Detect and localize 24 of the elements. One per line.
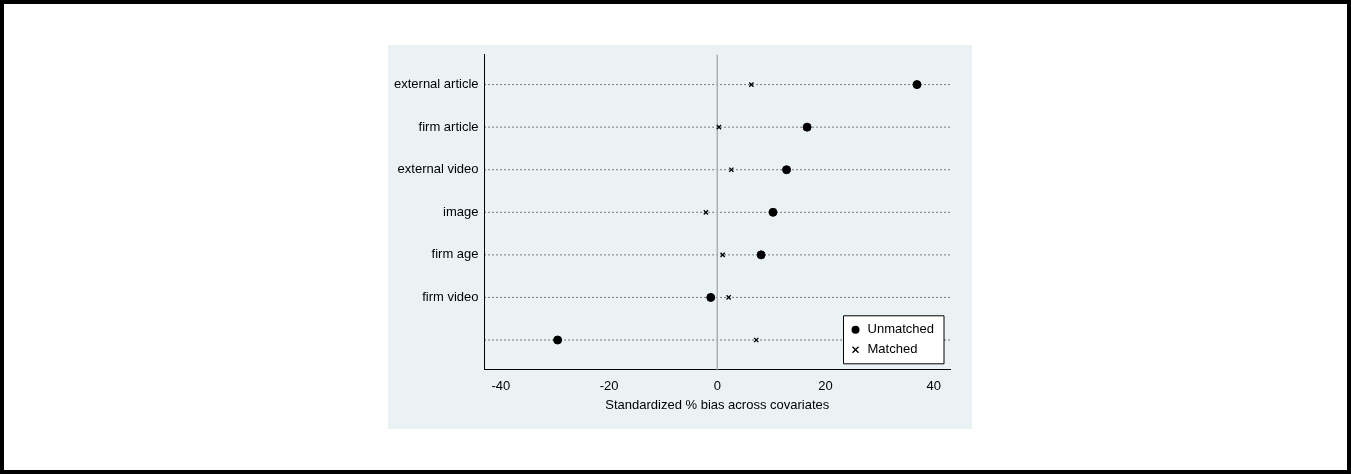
x-axis-title: Standardized % bias across covariates [605, 396, 830, 412]
point [703, 209, 709, 216]
point [756, 250, 766, 260]
x-tick-label: 20 [818, 378, 833, 394]
point [802, 122, 812, 132]
legend-label: Matched [867, 341, 918, 357]
x-tick-label: 0 [713, 378, 721, 394]
point [553, 335, 563, 345]
x-tick-label: 40 [926, 378, 941, 394]
point [912, 80, 922, 90]
point [719, 252, 726, 258]
y-tick-label: firm article [418, 118, 479, 134]
y-tick-label: firm age [431, 246, 479, 262]
point [706, 292, 716, 302]
y-tick-label: external video [397, 161, 479, 177]
point [768, 207, 778, 217]
x-tick-label: -40 [491, 378, 511, 394]
point [753, 337, 760, 343]
y-tick-label: external article [393, 76, 479, 92]
y-tick-label: image [443, 203, 479, 219]
x-tick-label: -20 [599, 378, 619, 394]
y-tick-label: firm video [422, 289, 479, 305]
point [782, 165, 792, 175]
legend-label: Unmatched [867, 321, 935, 337]
